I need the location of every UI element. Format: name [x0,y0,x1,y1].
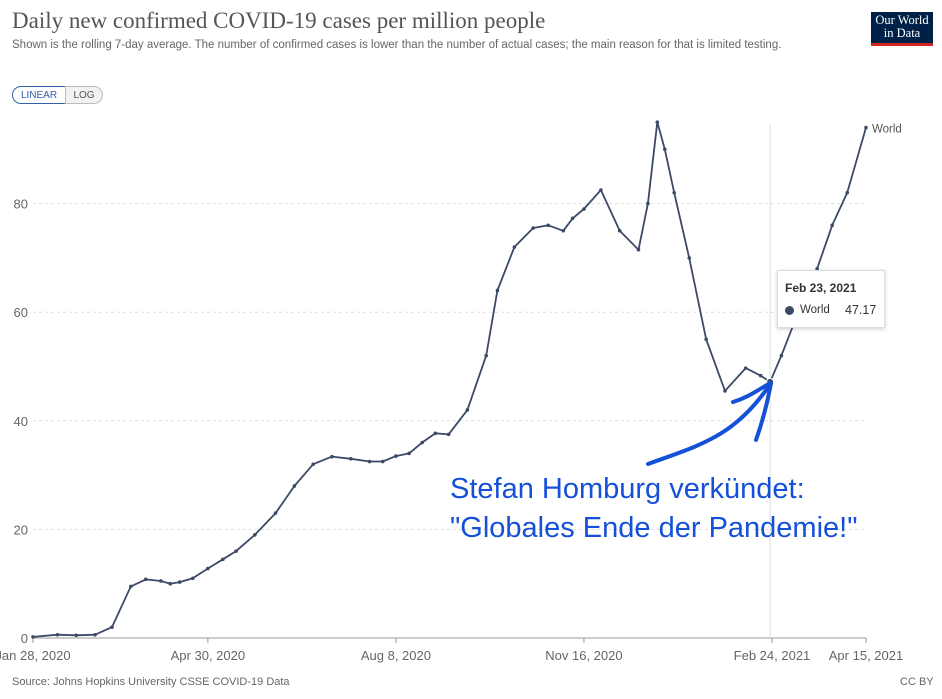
tooltip-series-name: World [800,304,830,316]
series-line-world [32,121,867,638]
x-tick-label: Apr 15, 2021 [829,648,903,663]
x-tick-label: Aug 8, 2020 [361,648,431,663]
data-point [110,625,114,629]
data-point [420,440,425,445]
data-point [599,188,603,192]
data-point [311,462,315,467]
data-point [672,190,677,195]
data-point [191,576,195,581]
data-point [546,223,551,228]
data-point [221,557,225,562]
data-point [617,228,622,233]
y-tick-label: 40 [14,414,28,429]
data-point [394,454,398,458]
data-point [367,459,372,464]
data-point [128,584,133,589]
x-tick-label: Feb 24, 2021 [734,648,811,663]
data-point [845,190,849,195]
data-point [234,549,238,553]
data-point [655,120,660,124]
y-tick-label: 20 [14,522,28,537]
data-point [723,389,727,393]
annotation-line-1: Stefan Homburg verkündet: [450,473,805,505]
data-point [330,454,334,459]
series-dot-icon [785,306,794,315]
data-point [864,125,868,130]
data-point [484,353,488,358]
data-point [446,432,451,437]
data-point [159,579,163,583]
data-point [273,511,278,515]
data-point [531,226,535,230]
data-point [206,566,210,571]
data-point [687,256,692,260]
log-scale-button[interactable]: LOG [65,86,103,104]
data-point [380,459,385,464]
data-point [253,533,257,537]
data-point [636,247,641,252]
data-point [348,457,353,461]
source-note[interactable]: Source: Johns Hopkins University CSSE CO… [12,676,290,688]
tooltip: Feb 23, 2021 World 47.17 [777,270,885,328]
handwritten-annotation: Stefan Homburg verkündet: "Globales Ende… [450,470,858,548]
x-tick-label: Nov 16, 2020 [545,648,622,663]
data-point [177,580,182,584]
y-tick-label: 80 [14,197,28,212]
data-point [570,216,575,221]
data-point [743,366,748,370]
license-label[interactable]: CC BY [900,676,934,688]
data-point [433,431,438,436]
arrow-shaft-icon [646,381,773,466]
y-tick-label: 60 [14,305,28,320]
data-point [407,451,411,456]
arrow-head-right-icon [754,381,773,442]
series-label-world: World [872,124,902,136]
data-point [561,228,566,233]
data-point [815,266,819,271]
data-point [582,207,586,211]
data-point [704,337,708,342]
data-point [168,581,173,586]
data-point [55,632,60,637]
chart-subtitle: Shown is the rolling 7-day average. The … [12,39,782,51]
data-point [465,408,470,412]
data-point [830,223,834,228]
x-tick-label: Apr 30, 2020 [171,648,245,663]
logo-line-2: in Data [883,26,921,40]
data-point [663,147,667,152]
tooltip-value: 47.17 [845,303,877,317]
annotation-line-2: "Globales Ende der Pandemie!" [450,512,858,544]
arrow-head-left-icon [731,381,773,404]
data-point [646,201,650,206]
data-point [779,353,784,358]
chart-title: Daily new confirmed COVID-19 cases per m… [12,8,546,33]
data-point [495,288,500,293]
x-tick-label: Jan 28, 2020 [0,648,71,663]
data-point [512,245,517,249]
data-point [292,484,297,488]
y-tick-label: 0 [21,631,28,646]
data-point [758,373,763,378]
logo-line-1: Our World [875,13,929,27]
data-point [93,632,97,637]
tooltip-date: Feb 23, 2021 [785,281,857,295]
data-point [144,577,148,582]
data-point [74,633,79,638]
owid-logo[interactable]: Our World in Data [871,12,933,46]
data-point [31,635,35,639]
